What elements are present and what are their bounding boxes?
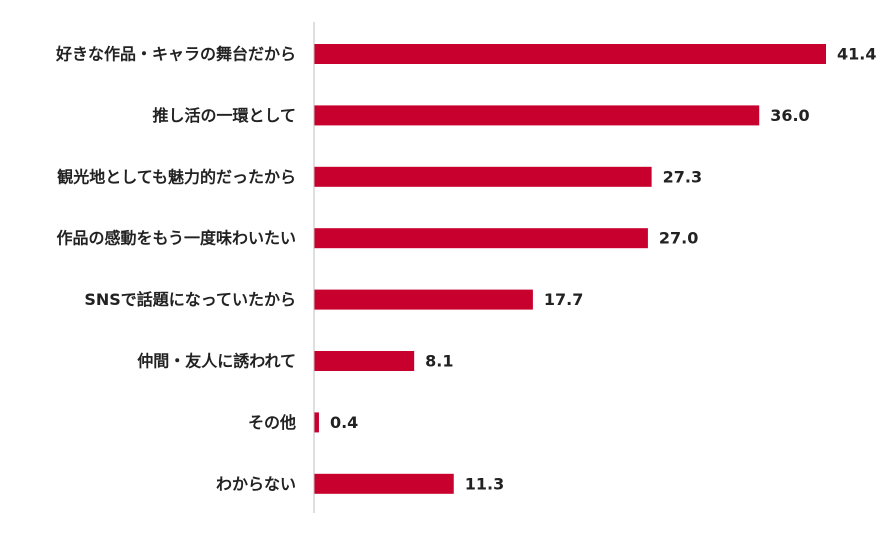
value-label: 0.4 bbox=[330, 413, 358, 432]
value-label: 17.7 bbox=[544, 290, 583, 309]
bar bbox=[314, 412, 319, 433]
value-label: 11.3 bbox=[465, 474, 504, 493]
bar bbox=[314, 228, 648, 249]
bar bbox=[314, 289, 533, 310]
category-label: 観光地としても魅力的だったから bbox=[57, 167, 296, 186]
value-label: 27.3 bbox=[663, 167, 702, 186]
category-labels: 好きな作品・キャラの舞台だから推し活の一環として観光地としても魅力的だったから作… bbox=[55, 45, 296, 494]
category-label: わからない bbox=[216, 474, 296, 493]
category-label: SNSで話題になっていたから bbox=[84, 290, 296, 309]
category-label: 好きな作品・キャラの舞台だから bbox=[55, 45, 296, 64]
value-label: 36.0 bbox=[770, 106, 809, 125]
bar bbox=[314, 351, 415, 371]
value-label: 8.1 bbox=[425, 352, 453, 371]
category-label: 仲間・友人に誘われて bbox=[137, 352, 296, 371]
bar bbox=[314, 166, 652, 187]
category-label: その他 bbox=[248, 413, 296, 432]
value-label: 41.4 bbox=[837, 45, 876, 64]
bar bbox=[314, 44, 826, 64]
bar bbox=[314, 473, 454, 494]
value-label: 27.0 bbox=[659, 229, 698, 248]
bars bbox=[314, 44, 826, 494]
category-label: 作品の感動をもう一度味わいたい bbox=[56, 229, 296, 248]
category-label: 推し活の一環として bbox=[152, 106, 296, 125]
value-labels: 41.4 36.0 27.3 27.0 17.7 8.1 0.4 11.3 bbox=[330, 45, 877, 494]
bar bbox=[314, 105, 760, 126]
